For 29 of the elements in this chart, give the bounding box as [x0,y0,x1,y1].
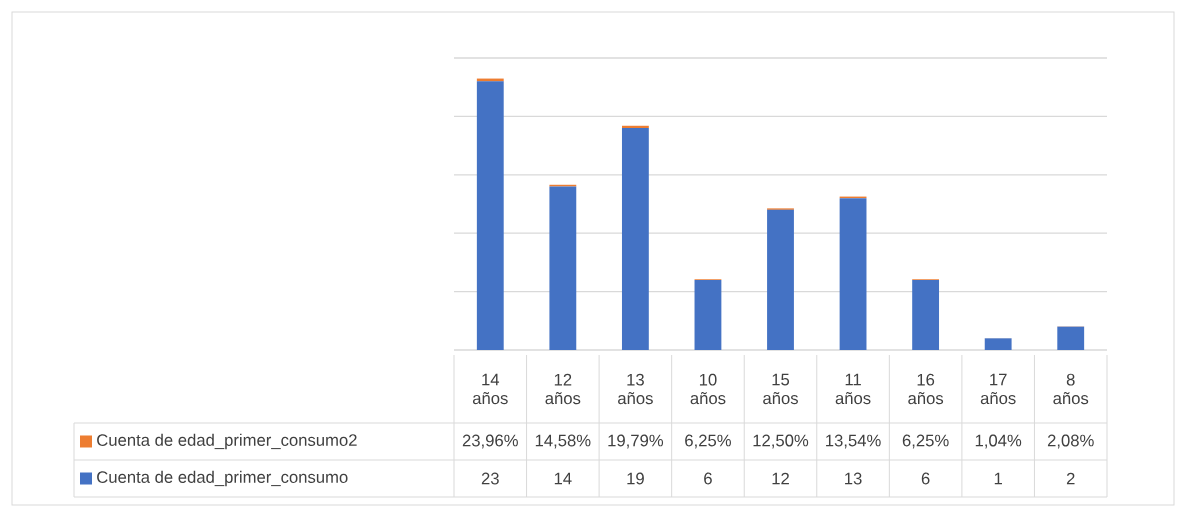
data-label: 14,58% [535,434,591,449]
data-label: 2 [1066,472,1075,485]
data-label: 13,54% [826,434,881,449]
x-tick-label: 12 años [545,373,581,405]
data-label: 19 [627,472,644,485]
data-label: 12,50% [753,434,809,449]
x-tick-label: 16 años [908,373,944,405]
x-tick-label: 13 años [618,373,653,405]
data-label: 1,04% [975,434,1022,449]
data-label: 2,08% [1047,434,1094,449]
data-label: 6,25% [685,434,731,449]
legend-label: Cuenta de edad_primer_consumo [97,470,348,487]
x-tick-label: 17 años [980,373,1016,405]
x-tick-label: 15 años [763,373,798,405]
data-label: 14 [554,472,572,485]
data-label: 12 [772,472,789,485]
data-label: 1 [994,472,1002,485]
data-label: 6 [921,472,930,485]
x-tick-label: 10 años [690,373,726,405]
legend-label: Cuenta de edad_primer_consumo2 [97,433,357,450]
x-tick-label: 14 años [472,373,508,405]
data-label: 6 [704,472,712,485]
x-tick-label: 11 años [835,373,871,405]
data-label: 23 [481,472,499,485]
data-label: 23,96% [462,434,518,449]
data-label: 13 [845,472,862,485]
data-label: 19,79% [608,434,664,449]
x-tick-label: 8 años [1053,373,1089,405]
data-label: 6,25% [902,434,949,449]
